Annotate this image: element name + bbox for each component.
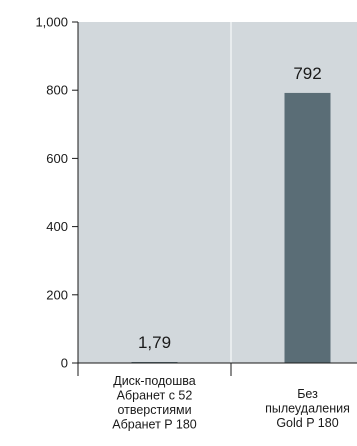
y-tick-label: 800 bbox=[46, 83, 68, 98]
bars-group bbox=[131, 92, 331, 363]
bar-2 bbox=[284, 92, 331, 363]
y-tick-label: 400 bbox=[46, 219, 68, 234]
data-labels-group: 1,79 792 bbox=[138, 64, 322, 352]
data-label-1: 1,79 bbox=[138, 333, 171, 352]
x-category-label-line: Gold P 180 bbox=[276, 416, 338, 430]
y-tick-label: 0 bbox=[61, 356, 68, 371]
x-category-label-line: Без bbox=[297, 387, 318, 401]
x-axis bbox=[77, 362, 357, 376]
x-category-label-line: пылеудаления bbox=[265, 402, 350, 416]
x-category-label-line: отверстиями bbox=[117, 403, 191, 417]
x-category-label-line: Диск-подошва bbox=[113, 374, 196, 388]
y-tick-label: 600 bbox=[46, 151, 68, 166]
y-tick-label: 1,000 bbox=[35, 15, 68, 30]
x-category-label-line: Абранет с 52 bbox=[117, 389, 193, 403]
x-category-label-line: Абранет P 180 bbox=[112, 418, 197, 432]
y-tick-label: 200 bbox=[46, 287, 68, 302]
data-label-2: 792 bbox=[293, 64, 321, 83]
y-axis: 0 200 400 600 800 1,000 bbox=[35, 15, 79, 371]
category-labels-group: Диск-подошва Абранет с 52 отверстиями Абран… bbox=[112, 374, 350, 432]
x-category-label-1: Диск-подошва Абранет с 52 отверстиями Абран… bbox=[112, 374, 197, 432]
x-category-label-2: Без пылеудаления Gold P 180 bbox=[265, 387, 350, 430]
